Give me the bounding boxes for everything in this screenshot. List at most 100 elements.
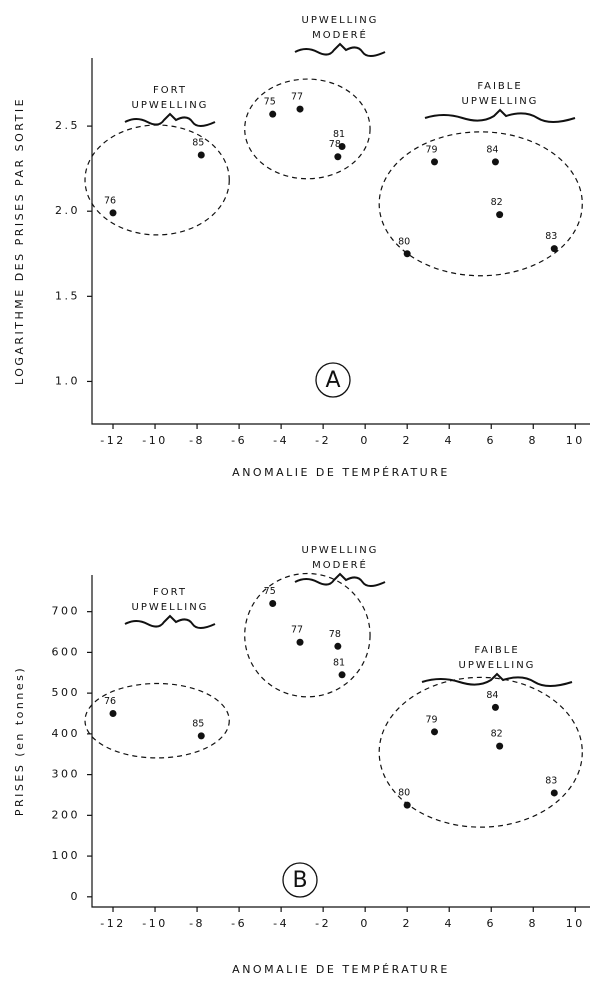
point — [296, 105, 304, 113]
group-label: MODERÉ — [312, 558, 368, 571]
x-tick-label: -4 — [273, 917, 289, 930]
y-tick-label: 300 — [52, 768, 81, 781]
x-tick-label: 6 — [486, 917, 496, 930]
y-tick-label: 100 — [52, 849, 81, 862]
point — [403, 250, 411, 258]
y-tick-label: 1.5 — [55, 289, 80, 302]
x-tick-label: 8 — [529, 917, 539, 930]
y-tick-label: 2.5 — [55, 119, 80, 132]
panel-circle — [282, 862, 318, 898]
group-brace — [421, 672, 573, 687]
point-label: 83 — [545, 775, 557, 786]
point-label: 78 — [329, 139, 341, 150]
point — [197, 151, 205, 159]
group-label: UPWELLING — [302, 545, 379, 556]
group-label: UPWELLING — [132, 100, 209, 111]
point-label: 80 — [398, 788, 410, 799]
x-tick-label: -8 — [189, 434, 205, 447]
group-brace — [424, 108, 576, 123]
group-brace — [294, 42, 386, 57]
group-label: FAIBLE — [477, 81, 522, 92]
y-tick-label: 1.0 — [55, 374, 80, 387]
x-tick-label: -10 — [142, 917, 167, 930]
group-label: UPWELLING — [302, 15, 379, 26]
point-label: 85 — [192, 718, 204, 729]
point-label: 82 — [491, 197, 503, 208]
point-label: 79 — [425, 714, 437, 725]
point — [491, 703, 499, 711]
point-label: 79 — [425, 144, 437, 155]
group-outline — [244, 572, 371, 698]
x-tick-label: 10 — [566, 434, 585, 447]
y-tick-label: 200 — [52, 808, 81, 821]
point-label: 80 — [398, 236, 410, 247]
x-tick-label: 10 — [566, 917, 585, 930]
x-tick-label: 0 — [360, 917, 370, 930]
group-outline — [378, 676, 583, 828]
point-label: 85 — [192, 138, 204, 149]
panel-letter: B — [292, 868, 307, 893]
x-tick-label: -10 — [142, 434, 167, 447]
group-label: UPWELLING — [462, 96, 539, 107]
y-tick-label: 0 — [71, 890, 81, 903]
point — [496, 211, 504, 219]
group-label: UPWELLING — [459, 660, 536, 671]
axes — [91, 58, 590, 425]
x-tick-label: -6 — [231, 917, 247, 930]
y-tick-label: 600 — [52, 645, 81, 658]
y-tick-label: 700 — [52, 605, 81, 618]
point — [550, 245, 558, 253]
x-tick-label: -8 — [189, 917, 205, 930]
axes — [91, 575, 590, 908]
point — [269, 600, 277, 608]
point-label: 82 — [491, 729, 503, 740]
group-label: UPWELLING — [132, 602, 209, 613]
point-label: 84 — [486, 690, 498, 701]
x-tick-label: 8 — [529, 434, 539, 447]
point-label: 84 — [486, 144, 498, 155]
x-tick-label: 4 — [444, 917, 454, 930]
point-label: 77 — [291, 92, 303, 103]
point-label: 76 — [104, 696, 116, 707]
point-label: 76 — [104, 195, 116, 206]
group-outline — [84, 124, 230, 236]
panel-letter: A — [325, 368, 340, 393]
x-axis-label: ANOMALIE DE TEMPÉRATURE — [232, 466, 450, 479]
point — [431, 728, 439, 736]
x-tick-label: -12 — [100, 434, 125, 447]
group-outline — [244, 78, 371, 180]
x-tick-label: 2 — [402, 917, 412, 930]
y-axis-label: PRISES (en tonnes) — [13, 666, 26, 816]
group-brace — [294, 572, 386, 587]
group-outline — [84, 682, 230, 759]
point-label: 81 — [333, 129, 345, 140]
x-axis-label: ANOMALIE DE TEMPÉRATURE — [232, 963, 450, 976]
point — [296, 638, 304, 646]
point-label: 81 — [333, 657, 345, 668]
point-label: 77 — [291, 625, 303, 636]
point — [496, 742, 504, 750]
point — [109, 209, 117, 217]
panel-circle — [315, 362, 351, 398]
group-outline — [378, 131, 583, 277]
point — [491, 158, 499, 166]
group-brace — [124, 112, 216, 127]
group-label: FAIBLE — [474, 645, 519, 656]
x-tick-label: 2 — [402, 434, 412, 447]
point — [338, 143, 346, 151]
y-tick-label: 2.0 — [55, 204, 80, 217]
y-axis-label: LOGARITHME DES PRISES PAR SORTIE — [13, 97, 26, 385]
point — [109, 710, 117, 718]
point — [334, 642, 342, 650]
point — [197, 732, 205, 740]
point — [269, 110, 277, 118]
x-tick-label: -12 — [100, 917, 125, 930]
point-label: 83 — [545, 231, 557, 242]
group-label: FORT — [153, 85, 187, 96]
x-tick-label: -2 — [315, 434, 331, 447]
point-label: 75 — [264, 586, 276, 597]
group-label: FORT — [153, 587, 187, 598]
y-tick-label: 500 — [52, 686, 81, 699]
point — [550, 789, 558, 797]
